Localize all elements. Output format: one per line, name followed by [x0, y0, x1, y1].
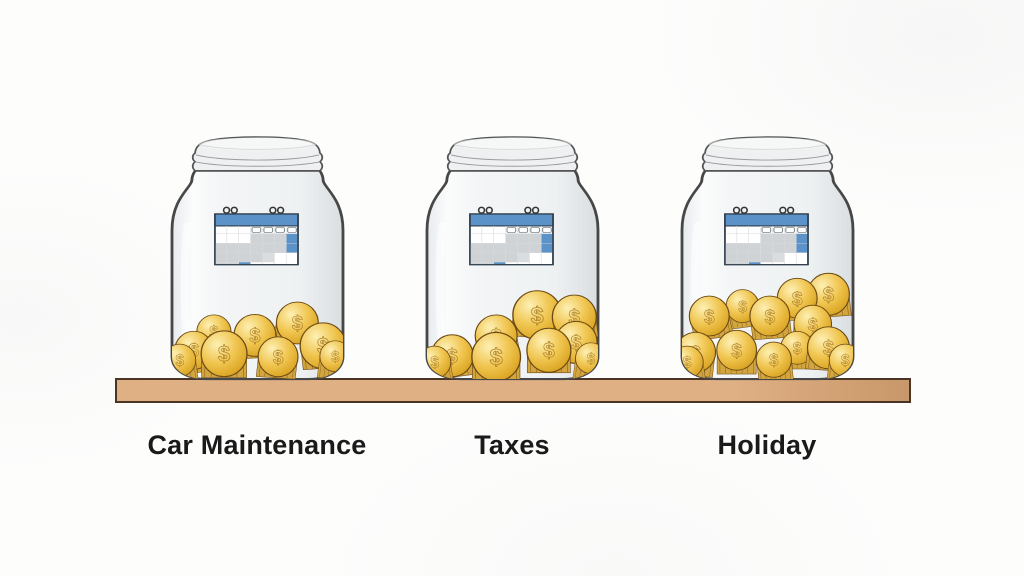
svg-text:$: $ [683, 355, 692, 372]
svg-text:$: $ [292, 313, 303, 335]
svg-text:$: $ [218, 342, 230, 367]
svg-text:$: $ [765, 307, 776, 328]
svg-text:$: $ [587, 351, 595, 367]
svg-text:$: $ [792, 289, 803, 310]
svg-text:$: $ [704, 307, 715, 328]
svg-text:$: $ [531, 302, 544, 328]
svg-text:$: $ [249, 325, 260, 347]
svg-text:$: $ [543, 340, 555, 363]
svg-text:$: $ [823, 284, 834, 306]
svg-text:$: $ [490, 344, 503, 370]
svg-text:$: $ [273, 348, 284, 369]
svg-text:$: $ [331, 349, 339, 365]
svg-text:$: $ [731, 341, 742, 362]
svg-text:$: $ [738, 299, 747, 316]
svg-text:$: $ [175, 353, 184, 370]
svg-text:$: $ [793, 340, 802, 357]
svg-text:$: $ [841, 353, 850, 370]
svg-text:$: $ [769, 351, 779, 370]
